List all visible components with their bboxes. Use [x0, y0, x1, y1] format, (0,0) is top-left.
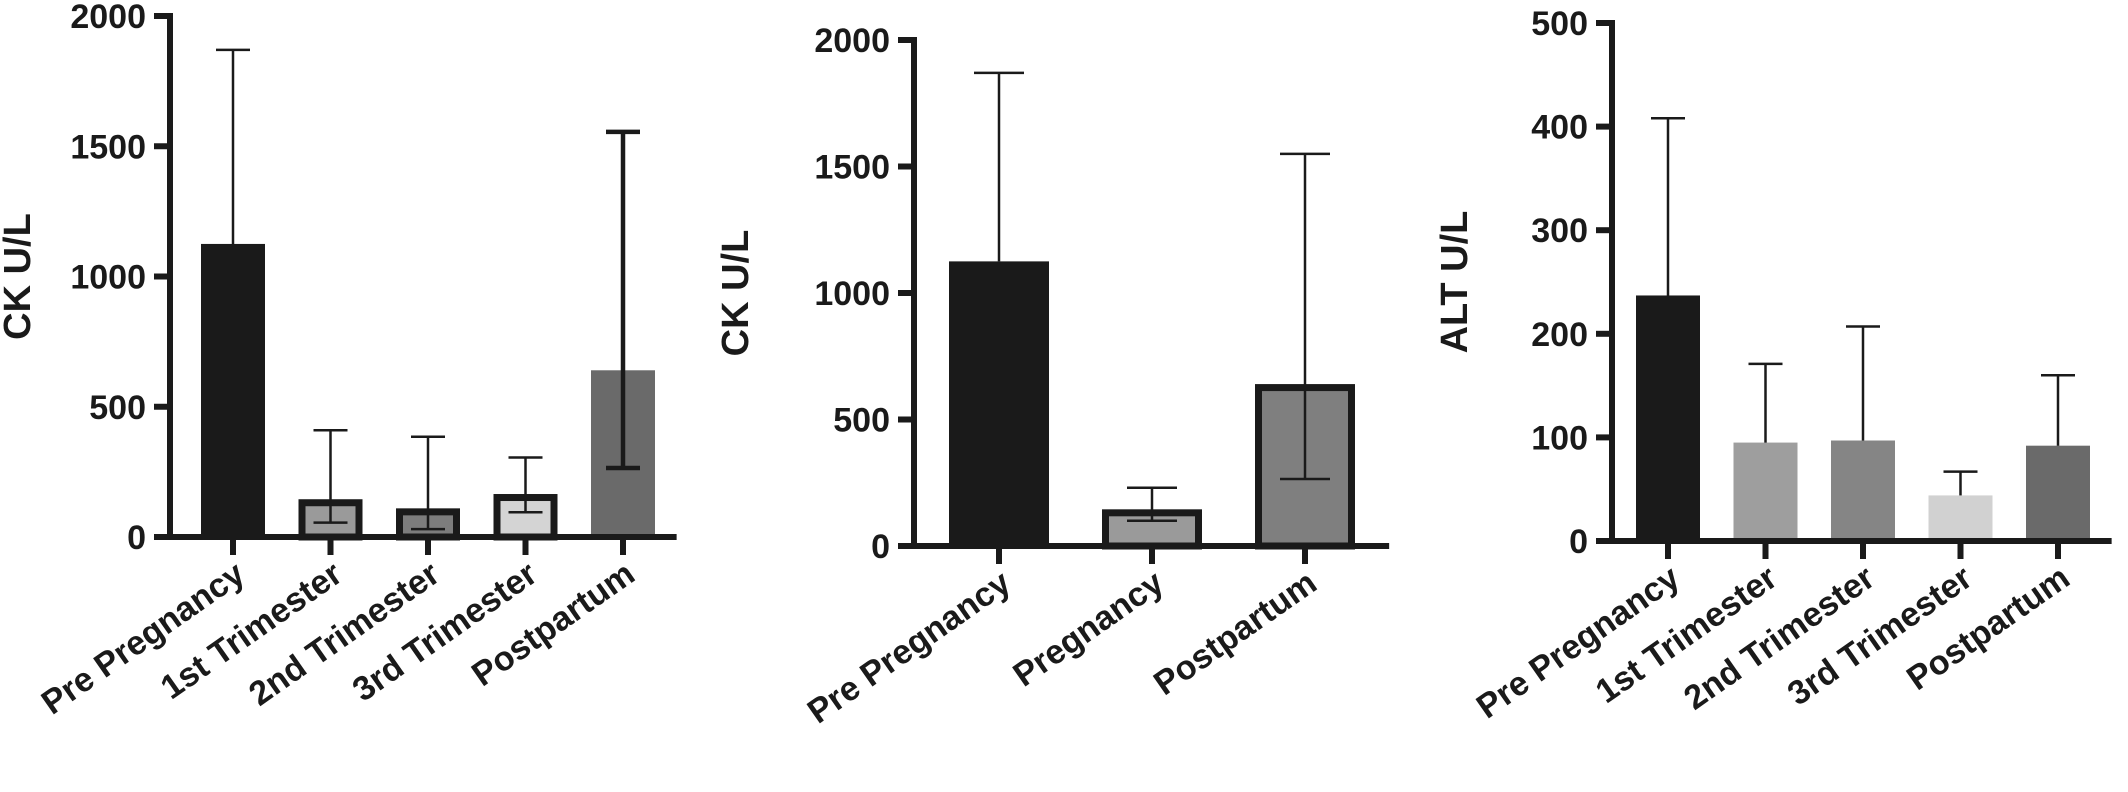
y-tick-label: 400 [1531, 109, 1588, 147]
ck-chart-three-groups: 0 500 1000 1500 2000 Pre PregnancyPregnancyPo… [715, 22, 1390, 731]
category-label: Pregnancy [1006, 563, 1170, 694]
y-axis-title: CK U/L [715, 230, 757, 357]
y-tick-label: 500 [833, 402, 890, 440]
y-tick-label: 200 [1531, 316, 1588, 354]
bar-4 [1928, 495, 1993, 541]
y-tick-label: 300 [1531, 212, 1588, 250]
y-tick-label: 2000 [70, 0, 146, 36]
y-tick-label: 1000 [70, 259, 146, 297]
y-tick-label: 100 [1531, 419, 1588, 457]
y-tick-label: 500 [1531, 5, 1588, 43]
bar-1 [949, 261, 1049, 546]
y-tick-label: 1500 [70, 128, 146, 166]
y-tick-label: 0 [1569, 523, 1588, 561]
category-label: Pre Pregnancy [801, 563, 1018, 731]
bar-2 [1733, 442, 1798, 541]
category-label: Postpartum [1147, 563, 1324, 702]
y-tick-label: 2000 [814, 22, 890, 60]
y-tick-label: 0 [871, 528, 890, 566]
y-axis-title: ALT U/L [1434, 211, 1476, 354]
bar-3 [1831, 440, 1895, 541]
y-tick-label: 1500 [814, 149, 890, 187]
y-tick-label: 0 [127, 519, 146, 557]
y-axis-title: CK U/L [0, 213, 39, 340]
bar-1 [201, 243, 265, 537]
bar-5 [2026, 445, 2090, 541]
y-tick-label: 500 [89, 389, 146, 427]
y-tick-label: 1000 [814, 275, 890, 313]
bar-1 [1636, 295, 1700, 541]
